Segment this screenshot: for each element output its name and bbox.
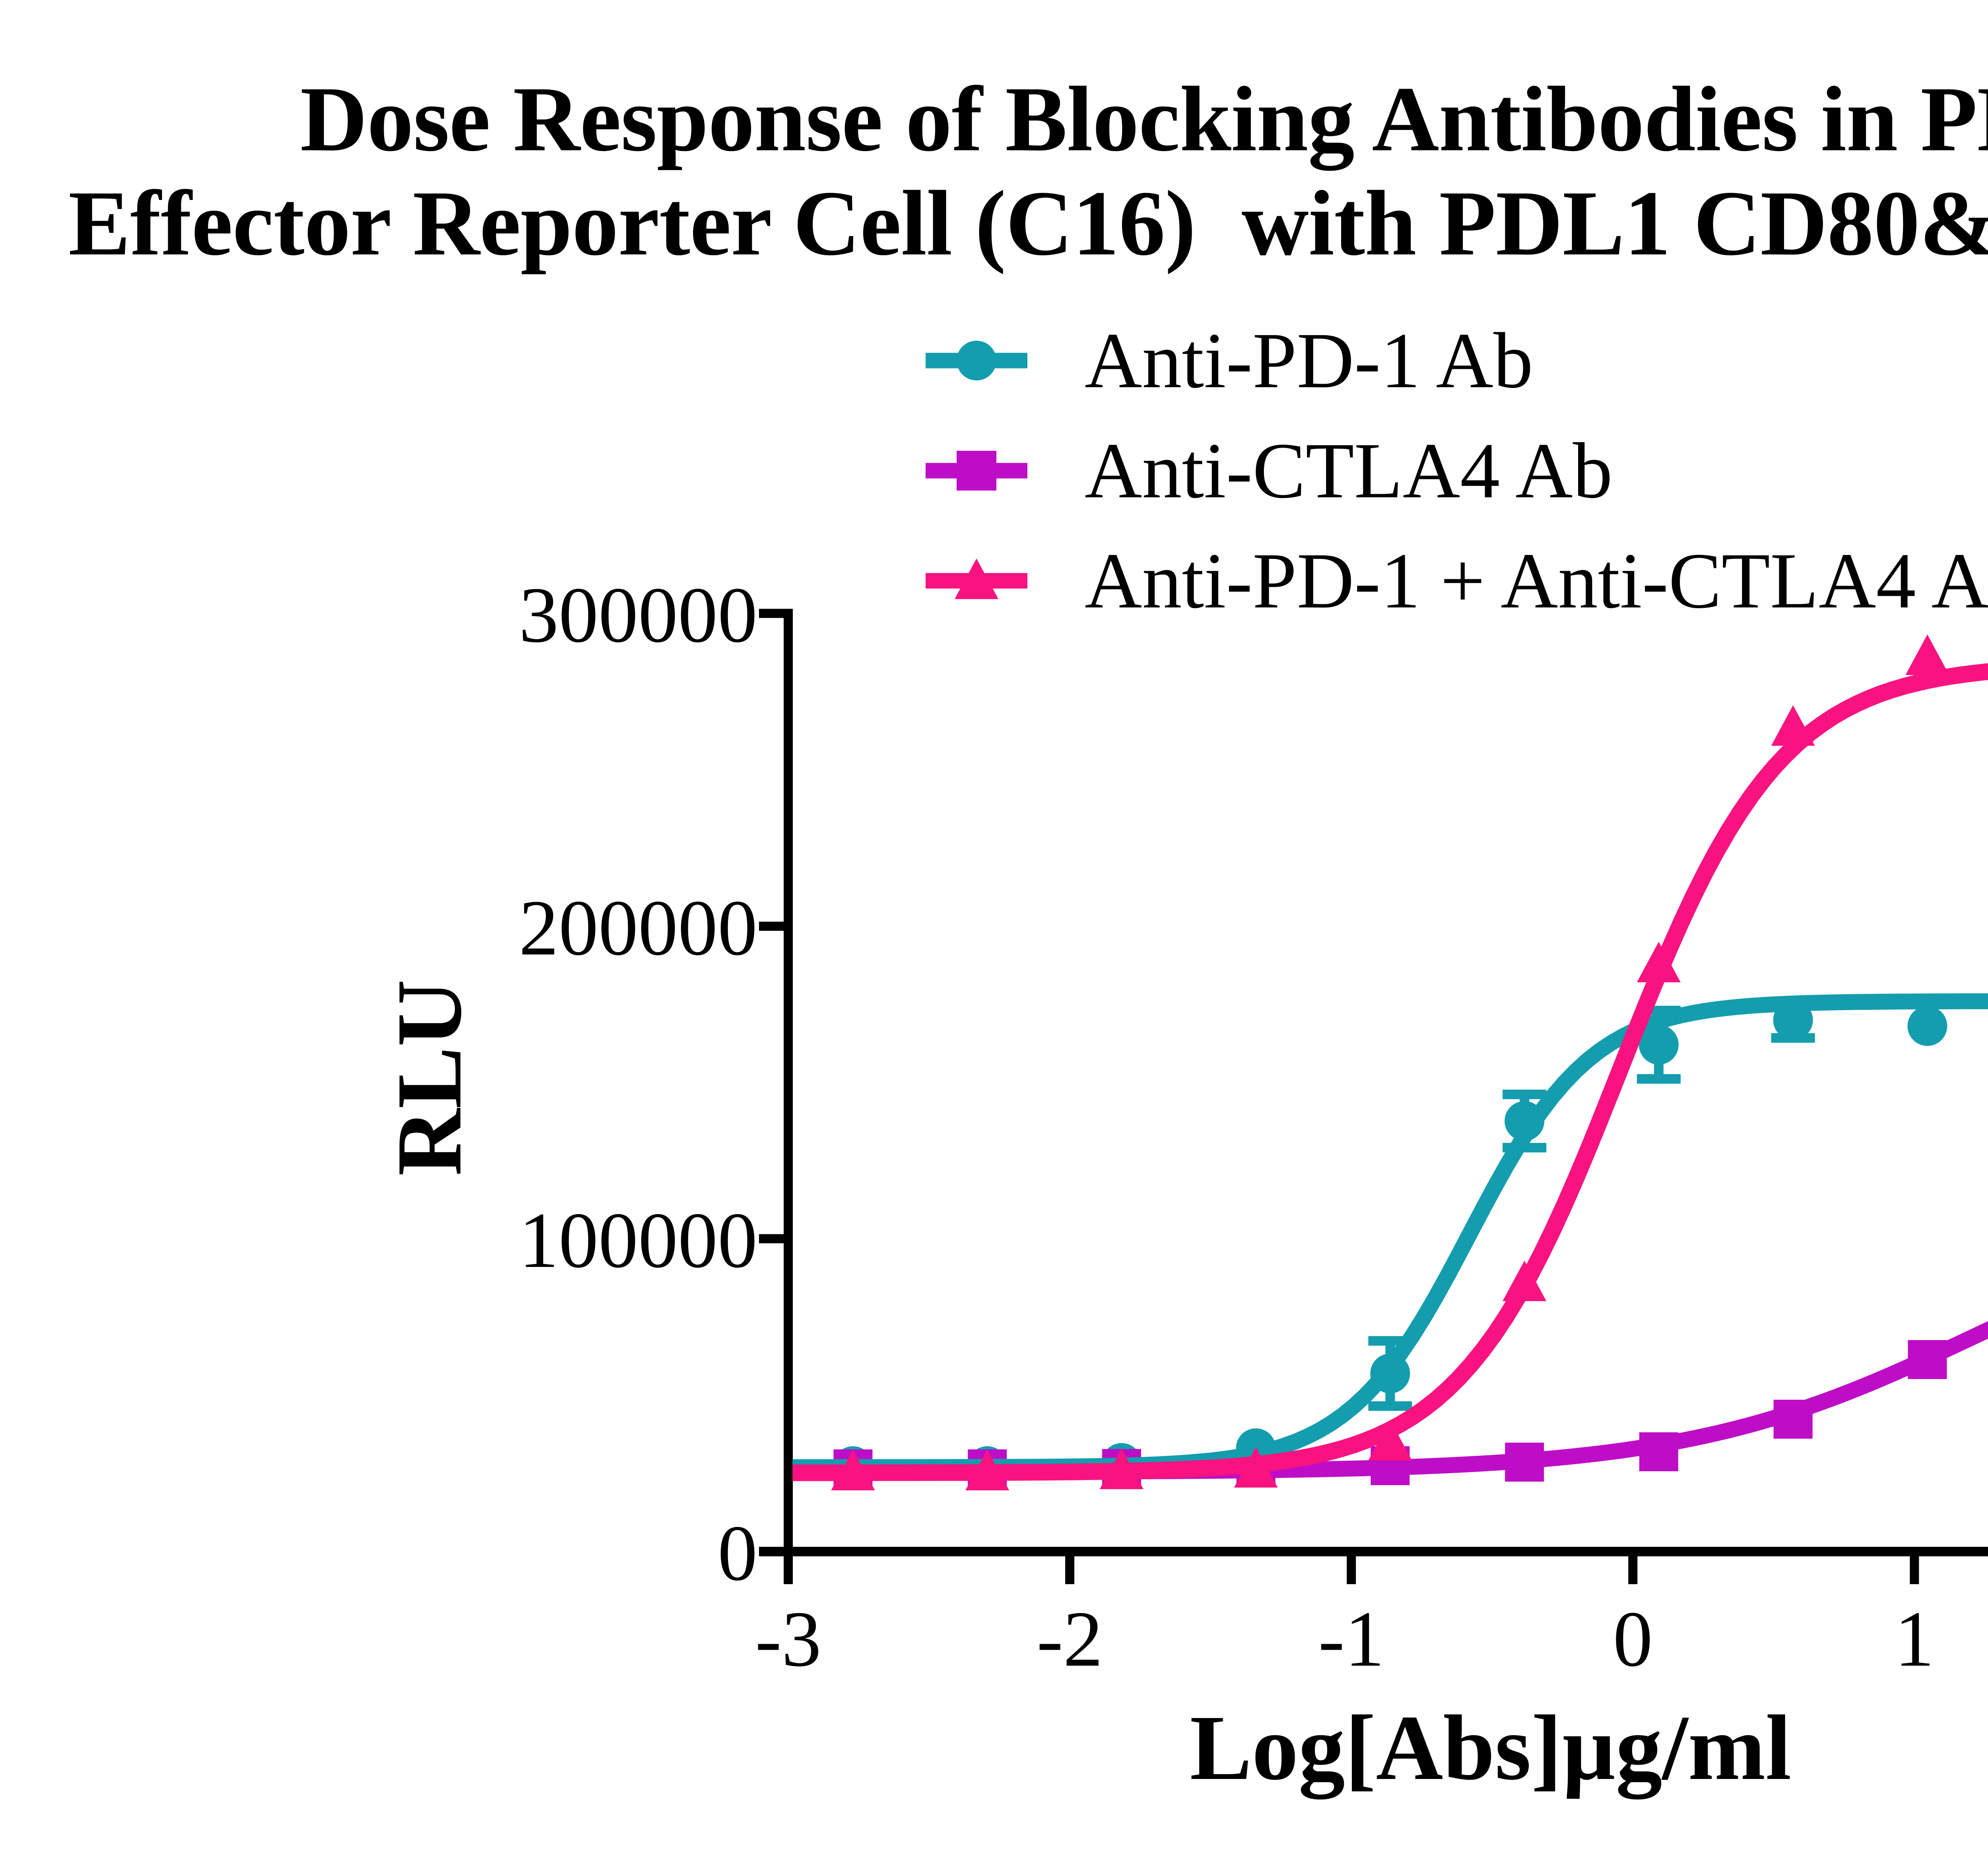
svg-text:1: 1 (1895, 1595, 1934, 1683)
svg-text:300000: 300000 (519, 571, 757, 659)
svg-text:Effector Reporter Cell (C16): Effector Reporter Cell (C16) with PDL1 C… (68, 171, 1988, 275)
svg-text:200000: 200000 (519, 884, 757, 972)
svg-text:Anti-PD-1 Ab: Anti-PD-1 Ab (1085, 317, 1533, 405)
svg-text:Dose Response of Blocking Anti: Dose Response of Blocking Antibodies in … (300, 67, 1988, 171)
svg-text:-1: -1 (1318, 1595, 1384, 1683)
svg-text:Log[Abs]µg/ml: Log[Abs]µg/ml (1190, 1696, 1792, 1800)
svg-text:-2: -2 (1037, 1595, 1103, 1683)
svg-text:0: 0 (1613, 1595, 1653, 1683)
svg-text:-3: -3 (755, 1595, 821, 1683)
svg-text:0: 0 (718, 1509, 757, 1597)
svg-text:Anti-PD-1 + Anti-CTLA4 Abs: Anti-PD-1 + Anti-CTLA4 Abs (1085, 537, 1988, 625)
svg-text:RLU: RLU (377, 980, 481, 1176)
svg-text:Anti-CTLA4 Ab: Anti-CTLA4 Ab (1085, 427, 1613, 515)
svg-text:100000: 100000 (519, 1197, 757, 1284)
